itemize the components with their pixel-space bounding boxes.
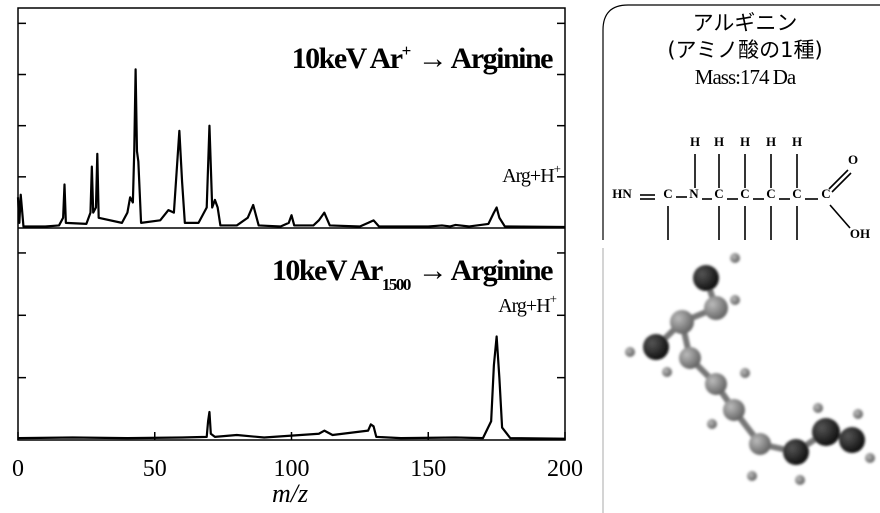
figure: 10keV Ar+→ Arginine Arg+H+ 10keV Ar1500→… (0, 0, 880, 513)
title-main: 10keV Ar (292, 42, 403, 75)
atom: H (740, 134, 750, 149)
molecule-mass: Mass:174 Da (695, 65, 797, 89)
x-axis-label: m/z (272, 479, 308, 508)
atom: HN (612, 186, 632, 201)
title-tail: → Arginine (418, 254, 553, 287)
molecule-name: アルギニン (693, 11, 798, 35)
atom: C (792, 186, 801, 201)
spectra: 10keV Ar+→ Arginine Arg+H+ 10keV Ar1500→… (12, 8, 583, 508)
x-tick-label: 100 (274, 456, 310, 482)
atom: O (848, 152, 858, 167)
atom: OH (850, 226, 870, 241)
atom: H (766, 134, 776, 149)
x-tick-label: 200 (547, 456, 583, 482)
structural-formula: H H H H H HN C N C C C C C O OH (612, 134, 870, 241)
annotation-sup: + (554, 161, 561, 176)
atom: C (663, 186, 672, 201)
atom: N (689, 186, 699, 201)
atom: H (714, 134, 724, 149)
info-panel: アルギニン (アミノ酸の1種) Mass:174 Da H H H H H HN… (603, 5, 880, 513)
annotation-main: Arg+H (502, 165, 554, 187)
title-sub: 1500 (382, 275, 411, 294)
title-sup: + (402, 41, 411, 60)
atom: C (714, 186, 723, 201)
x-tick-label: 150 (410, 456, 446, 482)
atom: H (792, 134, 802, 149)
title-main: 10keV Ar (272, 254, 383, 287)
molecule-note: (アミノ酸の1種) (667, 38, 822, 62)
x-tick-label: 0 (12, 456, 24, 482)
atom: H (690, 134, 700, 149)
annotation-main: Arg+H (498, 295, 550, 317)
annotation: Arg+H+ (502, 161, 560, 187)
panel-title: 10keV Ar+ → Arginine (292, 41, 554, 75)
x-tick-label: 50 (143, 456, 167, 482)
spectrum-line (18, 69, 565, 227)
annotation-sup: + (550, 291, 557, 306)
molecule-model (625, 253, 875, 485)
spectrum-line (18, 336, 565, 438)
atom: C (740, 186, 749, 201)
panel-title: 10keV Ar1500 → Arginine (272, 254, 553, 294)
annotation: Arg+H+ (498, 291, 556, 317)
atom: C (766, 186, 775, 201)
title-tail: → Arginine (418, 42, 553, 75)
